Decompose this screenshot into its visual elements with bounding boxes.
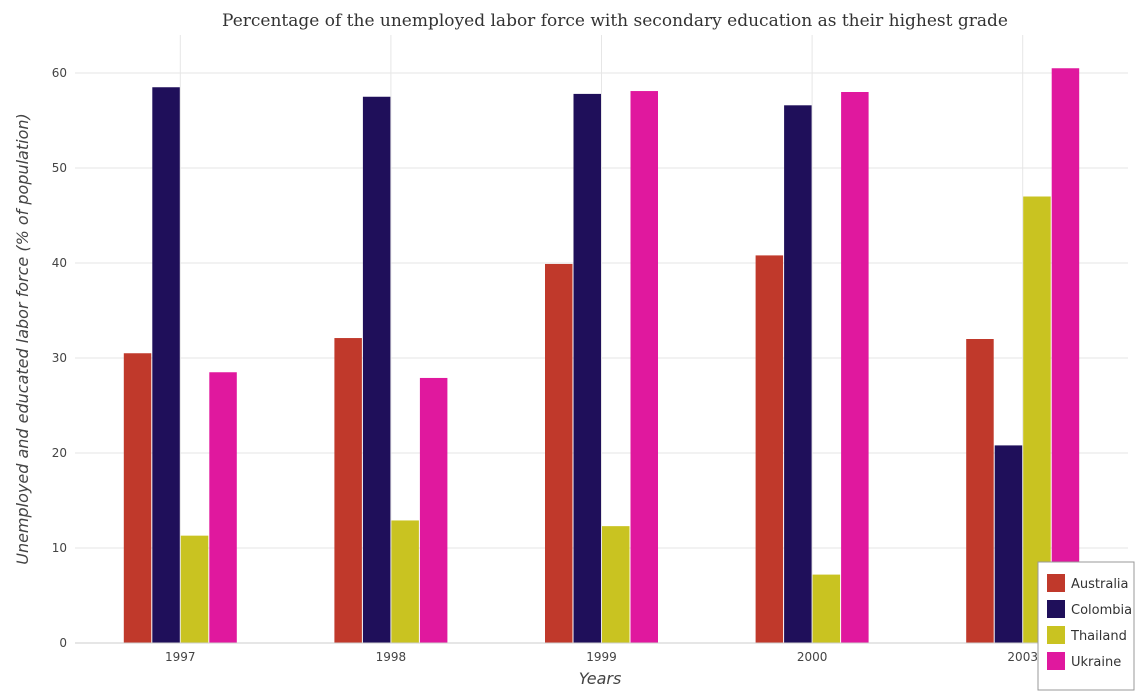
y-tick-label: 10 <box>52 541 67 555</box>
bar-australia-1997 <box>123 353 152 643</box>
x-axis-title: Years <box>579 669 622 688</box>
legend-label-thailand: Thailand <box>1070 629 1127 644</box>
legend: Australia Colombia Thailand Ukraine <box>1037 561 1135 691</box>
y-tick-label: 0 <box>59 636 67 650</box>
x-tick-label: 2000 <box>797 650 828 664</box>
bar-ukraine-1997 <box>209 372 237 643</box>
bar-colombia-2003 <box>994 445 1023 643</box>
legend-swatch-ukraine <box>1047 652 1065 670</box>
x-axis-ticks: 1997 1998 1999 2000 2003 <box>165 650 1038 664</box>
bars-group <box>75 68 1128 644</box>
bar-ukraine-1998 <box>419 377 448 643</box>
legend-swatch-australia <box>1047 574 1065 592</box>
bar-australia-2003 <box>966 339 994 643</box>
chart-title: Percentage of the unemployed labor force… <box>222 11 1008 31</box>
y-tick-label: 20 <box>52 446 67 460</box>
x-tick-label: 1999 <box>586 650 617 664</box>
y-axis-ticks: 0 10 20 30 40 50 60 <box>52 66 67 650</box>
legend-swatch-colombia <box>1047 600 1065 618</box>
bar-colombia-1999 <box>573 93 601 643</box>
y-tick-label: 60 <box>52 66 67 80</box>
bar-ukraine-2003 <box>1051 68 1080 643</box>
bar-colombia-1998 <box>362 96 391 643</box>
bar-thailand-1997 <box>180 535 209 643</box>
y-tick-label: 40 <box>52 256 67 270</box>
bar-colombia-2000 <box>784 105 812 644</box>
legend-label-ukraine: Ukraine <box>1071 655 1121 670</box>
bar-ukraine-2000 <box>841 92 869 643</box>
bar-thailand-1999 <box>602 526 630 643</box>
legend-label-colombia: Colombia <box>1071 603 1132 618</box>
bar-australia-1998 <box>334 338 362 643</box>
bar-colombia-1997 <box>152 87 180 643</box>
y-axis-title: Unemployed and educated labor force (% o… <box>13 113 32 565</box>
legend-swatch-thailand <box>1047 626 1065 644</box>
y-tick-label: 50 <box>52 161 67 175</box>
x-tick-label: 2003 <box>1007 650 1038 664</box>
bar-australia-1999 <box>545 263 573 643</box>
bar-thailand-1998 <box>391 520 419 643</box>
gridlines <box>75 35 1128 644</box>
legend-label-australia: Australia <box>1071 577 1129 592</box>
y-tick-label: 30 <box>52 351 67 365</box>
bar-australia-2000 <box>755 255 784 643</box>
x-tick-label: 1998 <box>376 650 407 664</box>
bar-thailand-2000 <box>812 574 841 643</box>
x-tick-label: 1997 <box>165 650 196 664</box>
bar-ukraine-1999 <box>630 91 658 644</box>
